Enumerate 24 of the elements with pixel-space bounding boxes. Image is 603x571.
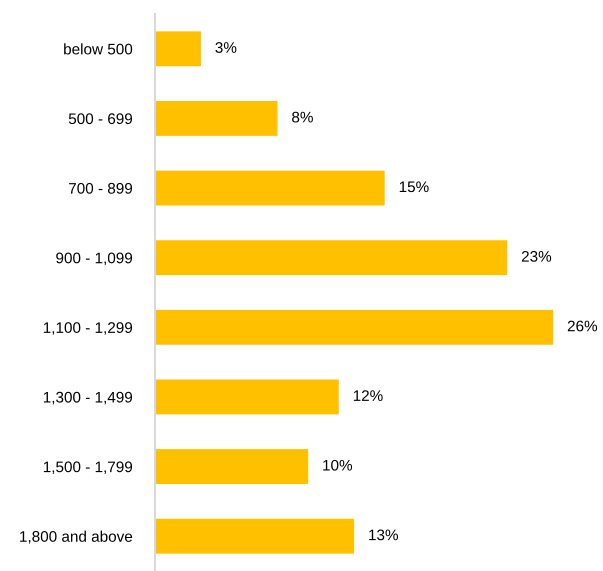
y-tick-label: 1,500 - 1,799: [44, 461, 132, 474]
y-tick-label: 500 - 699: [68, 113, 132, 124]
bar: [155, 170, 385, 206]
data-label: 13%: [369, 529, 398, 540]
y-tick-label: 1,100 - 1,299: [44, 322, 132, 335]
data-label: 26%: [568, 320, 598, 332]
bar: [155, 449, 308, 484]
data-label: 3%: [215, 42, 236, 53]
bar: [155, 310, 554, 345]
y-tick-label: 700 - 899: [69, 182, 132, 194]
y-tick-label: below 500: [64, 43, 132, 54]
bar: [155, 518, 354, 554]
bar: [155, 240, 508, 276]
data-label: 12%: [354, 390, 383, 401]
bar: [155, 31, 201, 66]
y-tick-label: 900 - 1,099: [56, 252, 132, 266]
bar: [155, 101, 278, 136]
data-label: 8%: [292, 112, 313, 123]
data-label: 15%: [400, 181, 429, 192]
bar: [155, 380, 339, 414]
data-label: 23%: [522, 250, 552, 262]
y-tick-label: 1,300 - 1,499: [44, 392, 132, 404]
y-tick-label: 1,800 and above: [20, 530, 132, 544]
data-label: 10%: [323, 460, 352, 471]
